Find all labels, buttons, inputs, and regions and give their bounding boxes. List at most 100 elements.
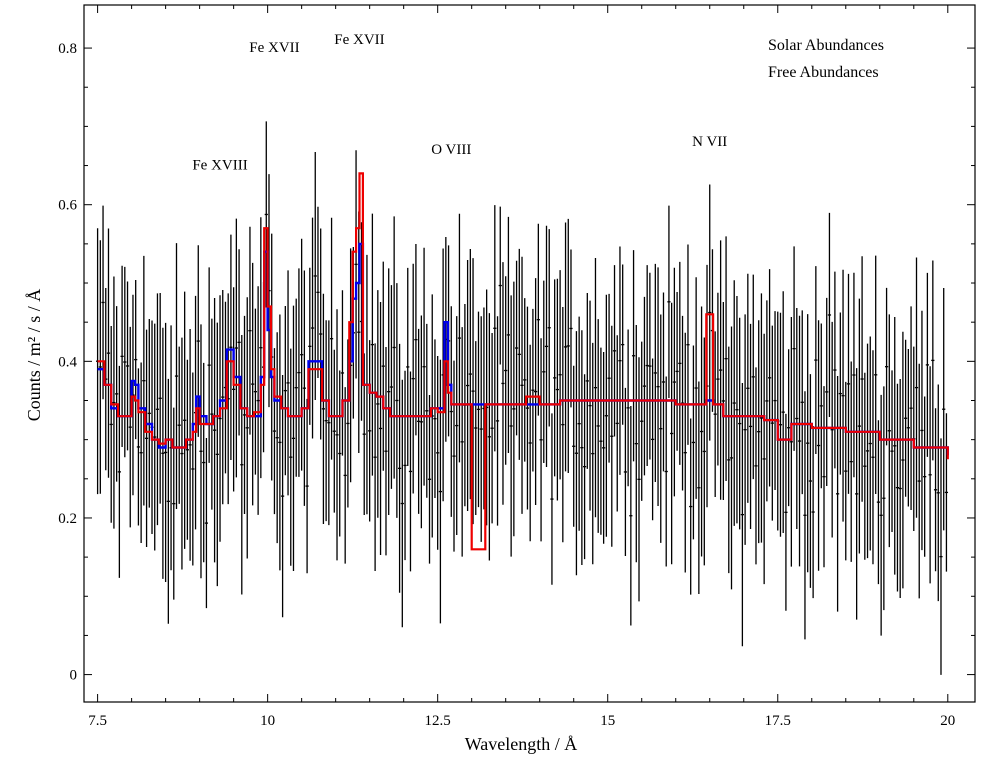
data-point <box>664 376 668 567</box>
data-point <box>808 374 813 588</box>
data-point <box>846 273 851 494</box>
data-point <box>324 320 328 522</box>
data-point <box>762 333 766 585</box>
data-point <box>944 413 949 572</box>
data-point <box>142 255 146 506</box>
data-point <box>702 337 706 566</box>
data-point <box>816 320 821 571</box>
data-point <box>738 317 742 530</box>
data-point <box>191 372 195 566</box>
data-points-layer <box>96 121 949 675</box>
data-point <box>509 295 513 557</box>
data-point <box>514 260 519 436</box>
y-tick-label: 0.2 <box>58 511 77 527</box>
data-point <box>340 290 345 456</box>
data-point <box>724 236 728 481</box>
data-point <box>708 184 712 441</box>
data-point <box>811 425 815 599</box>
data-point <box>561 306 565 543</box>
y-tick-label: 0.4 <box>58 354 77 370</box>
y-tick-label: 0.6 <box>58 198 77 214</box>
data-point <box>553 279 557 477</box>
data-point <box>651 358 655 521</box>
data-point <box>112 276 116 529</box>
data-point <box>863 372 867 560</box>
data-point <box>177 346 181 504</box>
data-point <box>773 311 777 491</box>
data-point <box>917 363 921 599</box>
data-point <box>338 370 342 537</box>
y-axis-label: Counts / m² / s / Å <box>24 289 44 421</box>
data-point <box>422 247 426 486</box>
data-point <box>479 316 483 542</box>
series-line-free <box>97 172 949 551</box>
data-point <box>528 344 532 542</box>
data-point <box>397 343 402 593</box>
data-point <box>232 287 236 492</box>
data-point <box>694 277 698 499</box>
data-point <box>727 346 731 574</box>
x-tick-label: 20 <box>940 713 955 729</box>
data-point <box>547 229 551 427</box>
data-point <box>471 258 475 525</box>
data-point <box>321 293 326 524</box>
data-point <box>378 301 383 555</box>
data-point <box>373 343 377 572</box>
data-point <box>188 328 192 561</box>
data-point <box>857 298 861 554</box>
data-point <box>781 291 785 533</box>
annotation-label: Fe XVII <box>249 40 299 56</box>
data-point <box>865 343 870 559</box>
data-point <box>895 383 900 592</box>
data-point <box>466 260 470 512</box>
data-point <box>395 283 399 518</box>
data-point <box>134 280 138 440</box>
data-point <box>101 205 105 400</box>
x-axis-label: Wavelength / Å <box>465 734 578 754</box>
data-point <box>387 268 391 515</box>
data-point <box>455 316 459 535</box>
data-point <box>759 293 764 543</box>
data-point <box>245 297 249 559</box>
data-point <box>797 315 802 567</box>
data-point <box>531 308 535 472</box>
data-point <box>931 260 935 461</box>
data-point <box>602 351 606 544</box>
data-point <box>495 316 500 526</box>
data-point <box>716 292 720 466</box>
data-point <box>381 261 385 471</box>
data-point <box>109 326 113 523</box>
data-point <box>868 336 872 551</box>
x-tick-label: 10 <box>260 713 275 729</box>
data-point <box>98 240 102 494</box>
data-point <box>384 347 388 556</box>
data-point <box>928 366 932 584</box>
data-point <box>806 314 810 573</box>
model-series-layer <box>97 172 949 551</box>
data-point <box>164 322 168 582</box>
data-point <box>283 305 287 476</box>
data-point <box>362 353 366 515</box>
data-point <box>449 306 453 517</box>
data-point <box>680 315 685 491</box>
data-point <box>610 325 614 547</box>
data-point <box>659 314 663 543</box>
data-point <box>474 341 478 515</box>
data-point <box>599 347 603 535</box>
x-tick-label: 12.5 <box>425 713 451 729</box>
line-annotations: Fe XVIII Fe XVII Fe XVII O VIII N VII <box>192 32 727 173</box>
data-point <box>626 329 630 487</box>
data-point <box>661 292 666 472</box>
data-point <box>719 240 723 500</box>
x-tick-label: 7.5 <box>88 713 107 729</box>
data-point <box>925 272 929 457</box>
data-point <box>740 382 744 647</box>
data-point <box>161 327 165 579</box>
data-point <box>612 265 617 437</box>
data-point <box>814 266 818 455</box>
data-point <box>536 223 540 416</box>
data-point <box>139 362 143 543</box>
data-point <box>204 438 209 609</box>
data-point <box>202 362 206 563</box>
data-point <box>354 150 358 379</box>
